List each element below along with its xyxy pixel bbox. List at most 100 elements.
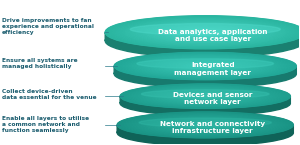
Ellipse shape [196, 124, 214, 126]
Ellipse shape [130, 23, 280, 35]
Ellipse shape [144, 116, 267, 134]
Ellipse shape [202, 66, 208, 67]
Ellipse shape [192, 30, 219, 35]
Ellipse shape [194, 95, 217, 98]
Ellipse shape [134, 86, 276, 106]
Ellipse shape [202, 96, 208, 97]
Ellipse shape [122, 19, 289, 46]
Ellipse shape [105, 24, 300, 57]
Text: Network and connectivity
infrastructure layer: Network and connectivity infrastructure … [160, 121, 265, 134]
Ellipse shape [115, 17, 295, 47]
Ellipse shape [120, 53, 290, 79]
Ellipse shape [129, 85, 282, 107]
Ellipse shape [175, 61, 236, 71]
Ellipse shape [157, 89, 254, 103]
Ellipse shape [160, 59, 251, 73]
Ellipse shape [141, 115, 270, 134]
Ellipse shape [179, 121, 232, 129]
Ellipse shape [158, 118, 252, 132]
Ellipse shape [188, 122, 223, 127]
Ellipse shape [181, 62, 230, 70]
Ellipse shape [166, 90, 245, 102]
Ellipse shape [145, 22, 265, 42]
Ellipse shape [109, 16, 300, 48]
Ellipse shape [159, 25, 252, 40]
Ellipse shape [154, 58, 257, 74]
Ellipse shape [135, 115, 276, 135]
Ellipse shape [172, 27, 238, 38]
Ellipse shape [169, 61, 242, 71]
Ellipse shape [180, 93, 231, 100]
Ellipse shape [167, 119, 243, 130]
Ellipse shape [125, 19, 285, 46]
Ellipse shape [184, 63, 226, 69]
Ellipse shape [132, 55, 278, 77]
Ellipse shape [148, 88, 262, 104]
Ellipse shape [160, 90, 250, 103]
Text: Devices and sensor
network layer: Devices and sensor network layer [173, 92, 252, 105]
Text: Collect device-driven
data essential for the venue: Collect device-driven data essential for… [2, 89, 97, 100]
Ellipse shape [137, 59, 274, 68]
Ellipse shape [165, 26, 245, 39]
Polygon shape [114, 60, 296, 80]
Ellipse shape [114, 60, 296, 88]
Ellipse shape [146, 116, 264, 134]
Ellipse shape [138, 115, 273, 135]
Ellipse shape [187, 63, 224, 69]
Ellipse shape [148, 23, 262, 42]
Ellipse shape [166, 60, 245, 72]
Ellipse shape [126, 113, 284, 137]
Ellipse shape [178, 28, 232, 37]
Ellipse shape [182, 28, 229, 36]
Ellipse shape [199, 65, 211, 67]
Ellipse shape [149, 117, 261, 133]
Ellipse shape [131, 86, 279, 107]
Ellipse shape [185, 122, 226, 128]
Ellipse shape [178, 62, 232, 70]
Ellipse shape [126, 85, 285, 108]
Ellipse shape [151, 88, 259, 104]
Ellipse shape [188, 94, 222, 99]
Ellipse shape [190, 64, 220, 68]
Ellipse shape [139, 118, 271, 127]
Ellipse shape [190, 123, 220, 127]
Ellipse shape [151, 58, 260, 74]
Ellipse shape [112, 17, 298, 48]
Ellipse shape [171, 91, 239, 101]
Ellipse shape [155, 24, 255, 41]
Ellipse shape [175, 27, 235, 37]
Ellipse shape [168, 91, 242, 102]
Ellipse shape [202, 32, 208, 33]
Text: Ensure all systems are
managed holistically: Ensure all systems are managed holistica… [2, 58, 78, 69]
Ellipse shape [132, 114, 279, 136]
Ellipse shape [163, 60, 248, 72]
Ellipse shape [123, 113, 287, 137]
Ellipse shape [196, 65, 214, 67]
Text: Drive improvements to fan
experience and operational
efficiency: Drive improvements to fan experience and… [2, 18, 94, 35]
Ellipse shape [132, 20, 279, 44]
Polygon shape [120, 91, 290, 108]
Ellipse shape [182, 122, 229, 128]
Ellipse shape [161, 118, 249, 131]
Ellipse shape [199, 31, 212, 33]
Ellipse shape [143, 87, 268, 105]
Ellipse shape [135, 21, 275, 44]
Ellipse shape [139, 56, 272, 76]
Ellipse shape [154, 89, 256, 104]
Ellipse shape [182, 93, 228, 99]
Ellipse shape [126, 54, 284, 78]
Ellipse shape [118, 18, 292, 47]
Ellipse shape [114, 52, 296, 80]
Ellipse shape [177, 92, 234, 100]
Ellipse shape [157, 59, 254, 73]
Ellipse shape [185, 93, 225, 99]
Ellipse shape [185, 29, 225, 36]
Ellipse shape [146, 88, 265, 105]
Ellipse shape [162, 25, 249, 39]
Ellipse shape [142, 22, 268, 43]
Ellipse shape [141, 90, 269, 98]
Ellipse shape [123, 54, 287, 78]
Ellipse shape [163, 90, 248, 102]
Text: Data analytics, application
and use case layer: Data analytics, application and use case… [158, 29, 268, 42]
Ellipse shape [176, 121, 235, 129]
